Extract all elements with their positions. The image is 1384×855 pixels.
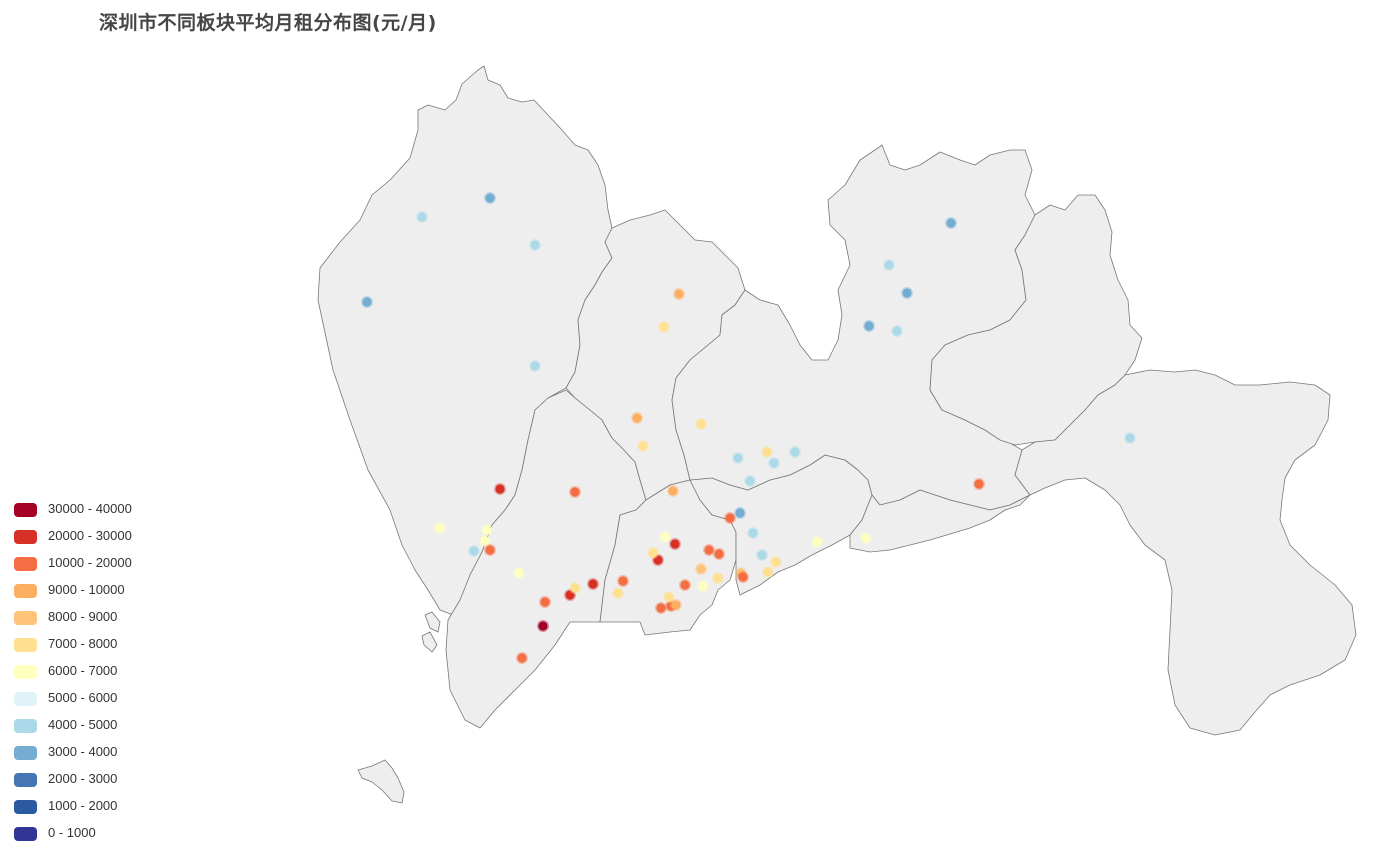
district-shapes: [317, 65, 1357, 804]
legend-swatch: [14, 827, 37, 841]
legend-swatch: [14, 530, 37, 544]
legend-swatch: [14, 746, 37, 760]
rent-point[interactable]: [767, 456, 781, 470]
map-title: 深圳市不同板块平均月租分布图(元/月): [99, 12, 437, 34]
island-neilingding: [357, 759, 405, 804]
rent-point[interactable]: [536, 619, 550, 633]
rent-point[interactable]: [662, 590, 676, 604]
rent-point[interactable]: [611, 586, 625, 600]
legend-label: 7000 - 8000: [48, 636, 118, 651]
legend-swatch: [14, 665, 37, 679]
legend-swatch: [14, 584, 37, 598]
rent-point[interactable]: [862, 319, 876, 333]
legend-label: 20000 - 30000: [48, 528, 132, 543]
rent-point[interactable]: [694, 417, 708, 431]
rent-point[interactable]: [528, 238, 542, 252]
rent-point[interactable]: [711, 571, 725, 585]
legend-label: 2000 - 3000: [48, 771, 118, 786]
rent-point[interactable]: [859, 531, 873, 545]
rent-point[interactable]: [646, 546, 660, 560]
rent-point[interactable]: [696, 579, 710, 593]
district-longgang: [671, 144, 1036, 511]
legend-swatch: [14, 719, 37, 733]
rent-point[interactable]: [882, 258, 896, 272]
rent-point[interactable]: [616, 574, 630, 588]
legend-label: 30000 - 40000: [48, 501, 132, 516]
rent-point[interactable]: [736, 570, 750, 584]
rent-point[interactable]: [972, 477, 986, 491]
island-inner-bay: [424, 611, 441, 633]
rent-point[interactable]: [1123, 431, 1137, 445]
rent-point[interactable]: [415, 210, 429, 224]
legend-label: 3000 - 4000: [48, 744, 118, 759]
rent-point[interactable]: [668, 537, 682, 551]
district-yantian: [849, 489, 1031, 553]
rent-points: [360, 191, 1137, 665]
legend-swatch: [14, 692, 37, 706]
rent-point[interactable]: [515, 651, 529, 665]
rent-point[interactable]: [712, 547, 726, 561]
rent-point[interactable]: [658, 530, 672, 544]
rent-point[interactable]: [512, 566, 526, 580]
district-dapeng: [1014, 369, 1357, 736]
rent-point[interactable]: [568, 581, 582, 595]
legend-label: 4000 - 5000: [48, 717, 118, 732]
rent-point[interactable]: [493, 482, 507, 496]
rent-point[interactable]: [678, 578, 692, 592]
rent-point[interactable]: [483, 543, 497, 557]
rent-point[interactable]: [467, 544, 481, 558]
rent-point[interactable]: [630, 411, 644, 425]
rent-point[interactable]: [761, 565, 775, 579]
rent-point[interactable]: [586, 577, 600, 591]
legend-swatch: [14, 611, 37, 625]
rent-point[interactable]: [636, 439, 650, 453]
legend-label: 0 - 1000: [48, 825, 96, 840]
rent-point[interactable]: [723, 511, 737, 525]
legend-swatch: [14, 773, 37, 787]
legend-label: 10000 - 20000: [48, 555, 132, 570]
rent-point[interactable]: [669, 598, 683, 612]
rent-point[interactable]: [563, 588, 577, 602]
rent-point[interactable]: [746, 526, 760, 540]
rent-point[interactable]: [528, 359, 542, 373]
rent-point[interactable]: [760, 445, 774, 459]
legend-swatch: [14, 638, 37, 652]
rent-point[interactable]: [731, 451, 745, 465]
legend-swatch: [14, 503, 37, 517]
rent-point[interactable]: [654, 601, 668, 615]
rent-point[interactable]: [568, 485, 582, 499]
legend-label: 5000 - 6000: [48, 690, 118, 705]
rent-point[interactable]: [944, 216, 958, 230]
rent-point[interactable]: [890, 324, 904, 338]
rent-point[interactable]: [702, 543, 716, 557]
legend-swatch: [14, 557, 37, 571]
rent-point[interactable]: [769, 555, 783, 569]
rent-point[interactable]: [900, 286, 914, 300]
rent-point[interactable]: [672, 287, 686, 301]
rent-point[interactable]: [694, 562, 708, 576]
rent-point[interactable]: [483, 191, 497, 205]
legend-label: 8000 - 9000: [48, 609, 118, 624]
rent-point[interactable]: [433, 521, 447, 535]
rent-point[interactable]: [743, 474, 757, 488]
rent-point[interactable]: [810, 535, 824, 549]
legend-label: 1000 - 2000: [48, 798, 118, 813]
legend-label: 6000 - 7000: [48, 663, 118, 678]
rent-point[interactable]: [788, 445, 802, 459]
rent-point[interactable]: [480, 523, 494, 537]
legend-swatch: [14, 800, 37, 814]
rent-point[interactable]: [538, 595, 552, 609]
district-futian: [599, 479, 737, 636]
rent-point[interactable]: [733, 506, 747, 520]
rent-point[interactable]: [657, 320, 671, 334]
island-inner-bay-2: [421, 631, 438, 653]
rent-point[interactable]: [755, 548, 769, 562]
legend-label: 9000 - 10000: [48, 582, 125, 597]
rent-point[interactable]: [478, 534, 492, 548]
rent-point[interactable]: [651, 553, 665, 567]
rent-point[interactable]: [360, 295, 374, 309]
rent-point[interactable]: [666, 484, 680, 498]
